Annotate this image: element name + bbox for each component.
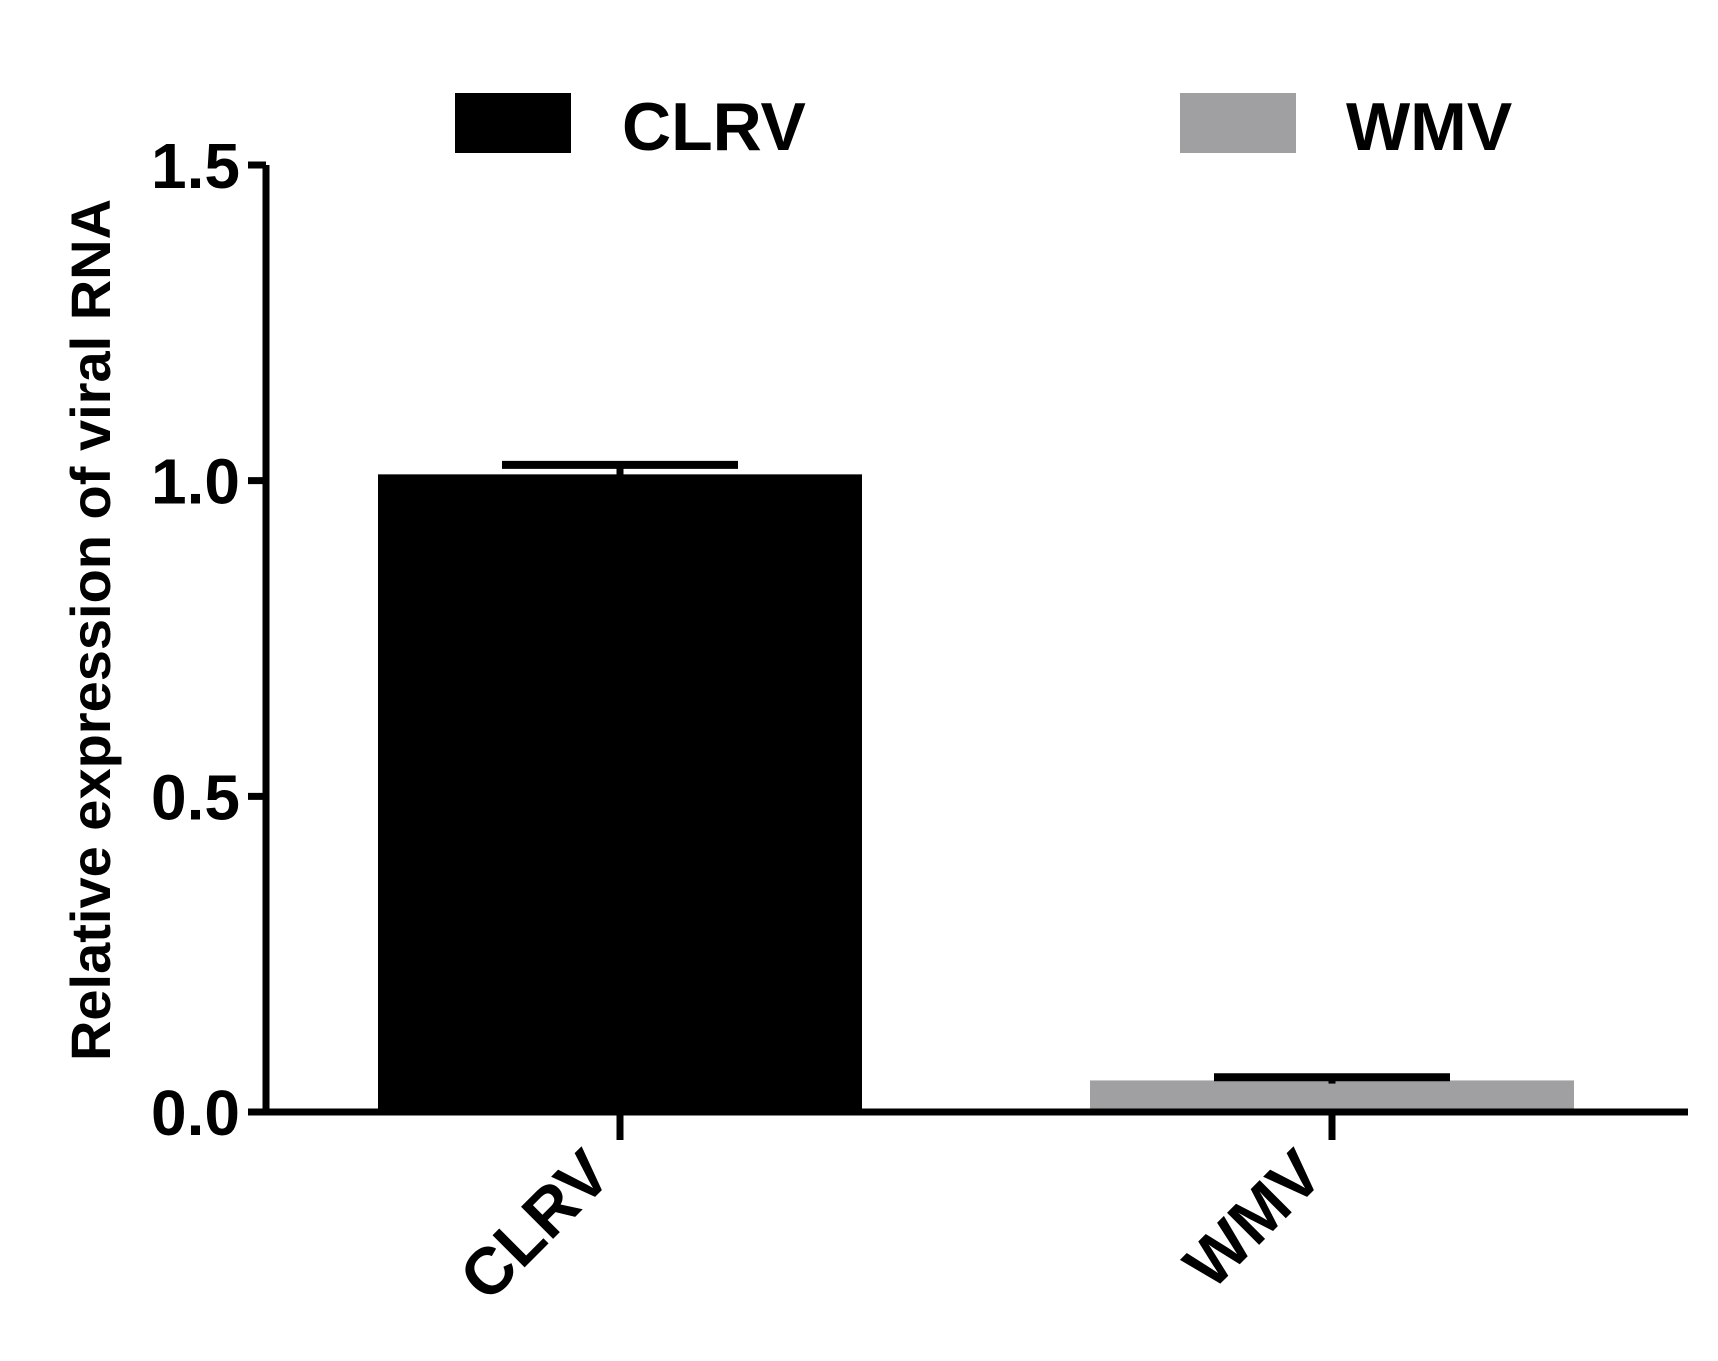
legend: CLRV WMV xyxy=(455,89,1512,165)
plot-area xyxy=(378,460,1574,1112)
y-tick-label-2: 1.0 xyxy=(151,446,240,518)
y-axis-title: Relative expression of viral RNA xyxy=(59,199,122,1061)
legend-label-clrv: CLRV xyxy=(622,89,806,165)
bar-clrv xyxy=(378,474,862,1112)
legend-swatch-clrv xyxy=(455,93,571,153)
legend-label-wmv: WMV xyxy=(1346,89,1512,165)
x-tick-label-wmv: WMV xyxy=(1170,1136,1336,1302)
y-tick-label-1: 0.5 xyxy=(151,761,240,833)
y-tick-label-3: 1.5 xyxy=(151,130,240,202)
y-tick-label-0: 0.0 xyxy=(151,1077,240,1149)
x-tick-label-clrv: CLRV xyxy=(445,1136,624,1315)
bar-wmv xyxy=(1090,1080,1574,1112)
legend-swatch-wmv xyxy=(1180,93,1296,153)
